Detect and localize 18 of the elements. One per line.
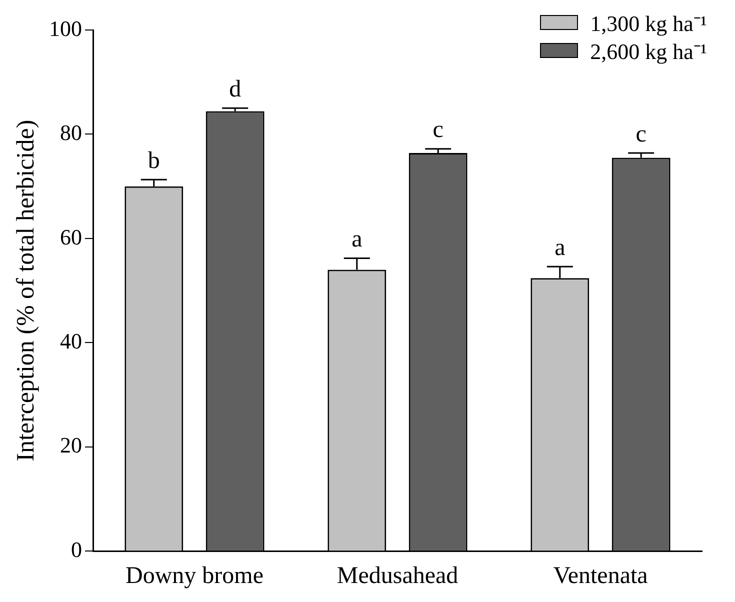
y-tick-label: 60 xyxy=(60,224,82,250)
data-label: b xyxy=(148,148,160,174)
data-label: c xyxy=(636,121,646,148)
y-tick-label: 20 xyxy=(60,432,82,458)
x-tick-label: Downy brome xyxy=(126,562,264,589)
y-tick-label: 40 xyxy=(60,328,82,354)
legend-label: 2,600 kg ha⁻¹ xyxy=(590,38,707,65)
y-tick-label: 80 xyxy=(60,120,82,146)
y-tick-label: 0 xyxy=(71,536,82,562)
y-axis-title: Interception (% of total herbicide) xyxy=(12,120,40,462)
x-tick-label: Ventenata xyxy=(553,562,648,589)
y-tick-label: 100 xyxy=(49,16,82,41)
data-label: c xyxy=(432,117,444,144)
legend-label: 1,300 kg ha⁻¹ xyxy=(590,10,707,37)
x-tick-label: Medusahead xyxy=(336,562,458,589)
data-label: a xyxy=(554,234,566,261)
data-label: d xyxy=(229,76,242,102)
data-label: a xyxy=(352,226,363,253)
